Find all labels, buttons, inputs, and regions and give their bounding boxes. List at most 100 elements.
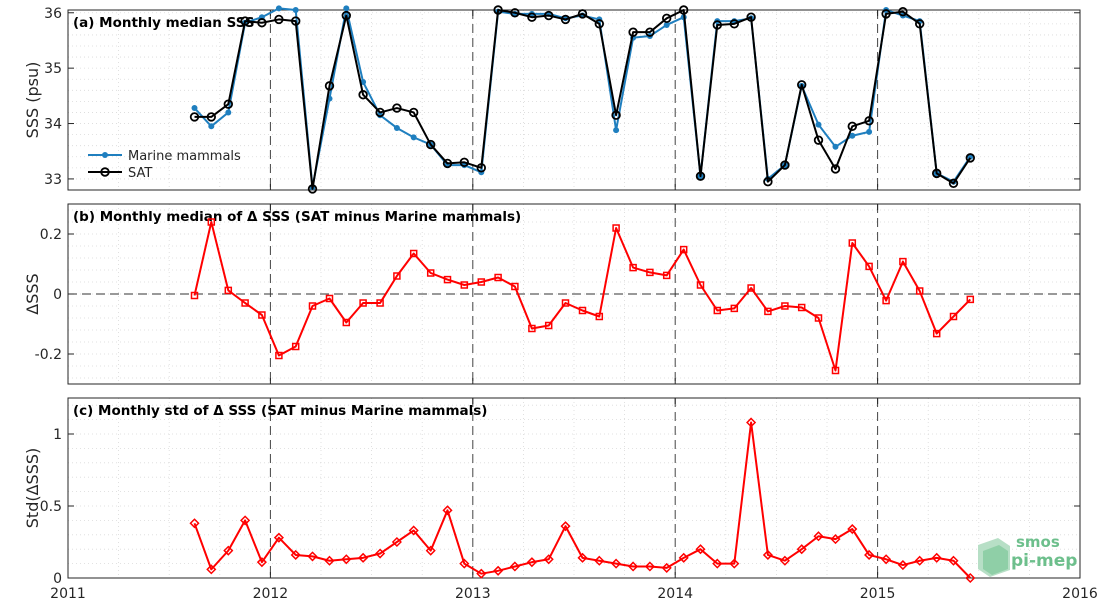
data-point xyxy=(325,294,334,303)
data-point xyxy=(949,312,958,321)
y-axis-label: SSS (psu) xyxy=(23,62,42,139)
data-point xyxy=(781,302,789,310)
data-point xyxy=(730,304,739,313)
y-axis-label: Std(ΔSSS) xyxy=(23,448,42,528)
data-point xyxy=(409,249,418,258)
data-point xyxy=(342,318,351,327)
data-point xyxy=(830,164,841,174)
panel-c-std-delta-sss: 0 0.5 1 Std(ΔSSS) (c) Monthly std of Δ SSS (… xyxy=(23,397,1081,587)
data-point xyxy=(613,127,620,134)
x-tick-label: 2012 xyxy=(253,586,289,602)
x-tick-label: 2015 xyxy=(860,586,896,602)
data-point xyxy=(628,27,638,37)
data-point xyxy=(190,291,199,300)
data-point xyxy=(746,12,756,22)
data-point xyxy=(661,13,672,24)
data-point xyxy=(932,329,941,338)
data-point xyxy=(762,549,773,561)
data-point xyxy=(578,306,587,315)
data-point xyxy=(713,306,722,315)
data-point xyxy=(814,314,823,322)
data-point xyxy=(493,565,504,576)
data-point xyxy=(225,109,232,116)
data-point xyxy=(376,299,384,307)
y-tick-label: 0.5 xyxy=(40,499,62,515)
data-point xyxy=(560,14,571,25)
y-tick-label: 1 xyxy=(53,427,62,443)
data-point xyxy=(443,275,452,284)
data-point xyxy=(191,105,198,112)
data-point xyxy=(965,153,975,163)
data-point xyxy=(426,139,436,150)
data-point xyxy=(881,554,892,565)
y-tick-label: -0.2 xyxy=(35,347,62,363)
x-tick-label: 2014 xyxy=(657,586,693,602)
data-point xyxy=(577,9,588,19)
data-point xyxy=(206,112,216,122)
data-point xyxy=(460,281,469,289)
data-point xyxy=(577,552,588,563)
y-tick-label: 0.2 xyxy=(40,227,62,243)
data-point xyxy=(359,299,367,307)
data-point xyxy=(712,558,723,569)
data-point xyxy=(864,116,874,126)
x-tick-label: 2013 xyxy=(455,586,491,602)
logo-text-line1: smos xyxy=(1016,533,1060,551)
data-point xyxy=(948,178,959,189)
data-point xyxy=(561,299,570,307)
data-point xyxy=(292,7,299,13)
data-point xyxy=(679,5,689,15)
data-point xyxy=(611,558,622,569)
data-point xyxy=(494,273,502,282)
data-point xyxy=(291,342,300,351)
legend-swatch-marker xyxy=(102,152,108,158)
data-point xyxy=(375,107,385,118)
logo-text-line2: pi-mep xyxy=(1011,551,1077,571)
data-point xyxy=(594,19,604,29)
data-point xyxy=(560,521,571,532)
data-point xyxy=(898,6,908,17)
y-tick-label: 36 xyxy=(44,6,62,22)
data-point xyxy=(966,295,975,304)
legend: Marine mammals SAT xyxy=(88,149,241,181)
y-tick-label: 0 xyxy=(53,287,62,303)
data-point xyxy=(645,27,655,37)
panel-b-median-delta-sss: -0.2 0 0.2 ΔSSS (b) Monthly median of Δ SSS … xyxy=(23,203,1081,385)
data-point xyxy=(746,417,757,428)
data-point xyxy=(241,299,249,307)
data-point xyxy=(899,257,907,266)
data-point xyxy=(595,312,604,321)
data-point xyxy=(207,218,216,226)
data-point xyxy=(712,20,722,30)
data-point xyxy=(307,184,318,194)
data-point xyxy=(258,311,266,319)
data-point xyxy=(493,5,503,15)
data-point xyxy=(358,552,369,563)
data-point xyxy=(476,163,487,173)
data-point xyxy=(240,515,251,526)
data-point xyxy=(408,525,419,536)
data-point xyxy=(391,536,402,548)
logo-cube-front xyxy=(983,545,1008,575)
x-tick-label: 2016 xyxy=(1062,586,1098,602)
data-point xyxy=(393,124,400,131)
data-point xyxy=(881,9,891,19)
data-point xyxy=(341,10,351,21)
data-point xyxy=(644,561,655,572)
data-point xyxy=(849,132,856,139)
x-axis-year-ticks: 2011 2012 2013 2014 2015 2016 xyxy=(50,586,1098,602)
data-point xyxy=(931,552,942,563)
data-point xyxy=(932,168,942,179)
data-point xyxy=(779,555,790,566)
data-point xyxy=(864,549,875,561)
data-point xyxy=(324,81,335,91)
y-axis-label: ΔSSS xyxy=(23,273,42,314)
data-point xyxy=(442,505,453,516)
data-point xyxy=(408,107,419,118)
data-point xyxy=(815,121,822,128)
data-point xyxy=(866,128,873,135)
panel-title: (a) Monthly median SSS xyxy=(73,15,255,31)
data-point xyxy=(915,287,924,295)
data-point xyxy=(343,5,350,12)
data-point xyxy=(965,572,976,584)
